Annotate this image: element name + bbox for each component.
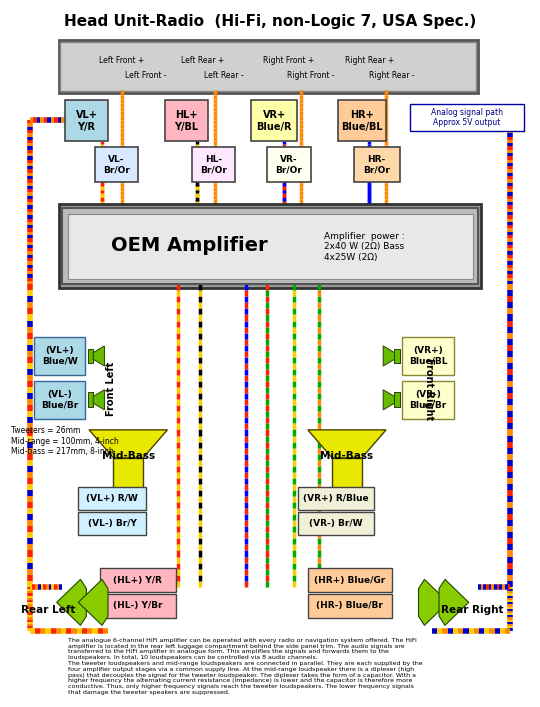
- FancyBboxPatch shape: [298, 487, 374, 510]
- Polygon shape: [383, 390, 394, 410]
- Text: VR-
Br/Or: VR- Br/Or: [275, 155, 302, 175]
- Text: Rear Left: Rear Left: [22, 605, 76, 615]
- Text: Rear Right: Rear Right: [441, 605, 504, 615]
- FancyBboxPatch shape: [402, 381, 454, 419]
- Polygon shape: [93, 390, 104, 410]
- FancyBboxPatch shape: [165, 100, 208, 141]
- Text: Right Rear -: Right Rear -: [369, 71, 414, 80]
- Text: Left Front -: Left Front -: [125, 71, 167, 80]
- Polygon shape: [418, 580, 448, 626]
- FancyBboxPatch shape: [100, 594, 176, 618]
- FancyBboxPatch shape: [298, 512, 374, 535]
- Polygon shape: [308, 430, 386, 458]
- FancyBboxPatch shape: [34, 337, 85, 375]
- Text: HL-
Br/Or: HL- Br/Or: [200, 155, 227, 175]
- Text: (VR+) R/Blue: (VR+) R/Blue: [303, 494, 369, 503]
- FancyBboxPatch shape: [65, 100, 108, 141]
- Polygon shape: [93, 346, 104, 366]
- FancyBboxPatch shape: [308, 568, 392, 592]
- Text: VL-
Br/Or: VL- Br/Or: [103, 155, 130, 175]
- Text: Front Right: Front Right: [424, 358, 434, 420]
- Polygon shape: [439, 580, 469, 626]
- FancyBboxPatch shape: [354, 147, 400, 182]
- Polygon shape: [88, 349, 93, 363]
- Text: Mid-Bass: Mid-Bass: [320, 451, 374, 462]
- Text: Left Rear +: Left Rear +: [181, 56, 224, 64]
- Polygon shape: [113, 458, 143, 500]
- Text: (VR-) Br/W: (VR-) Br/W: [309, 519, 363, 528]
- FancyBboxPatch shape: [267, 147, 310, 182]
- Text: VL+
Y/R: VL+ Y/R: [76, 110, 97, 132]
- FancyBboxPatch shape: [59, 204, 481, 288]
- Text: (VR-)
Blue/Br: (VR-) Blue/Br: [409, 390, 447, 409]
- FancyBboxPatch shape: [338, 100, 386, 141]
- Text: HR-
Br/Or: HR- Br/Or: [363, 155, 390, 175]
- Text: Right Rear +: Right Rear +: [345, 56, 395, 64]
- Text: Front Left: Front Left: [106, 362, 116, 416]
- FancyBboxPatch shape: [94, 147, 138, 182]
- Polygon shape: [88, 392, 93, 407]
- Text: The analogue 6-channel HiFi amplifier can be operated with every radio or naviga: The analogue 6-channel HiFi amplifier ca…: [68, 638, 422, 695]
- Text: Head Unit-Radio  (Hi-Fi, non-Logic 7, USA Spec.): Head Unit-Radio (Hi-Fi, non-Logic 7, USA…: [64, 13, 476, 29]
- FancyBboxPatch shape: [192, 147, 235, 182]
- Text: (HL-) Y/Br: (HL-) Y/Br: [113, 602, 163, 610]
- Text: Left Front +: Left Front +: [99, 56, 144, 64]
- FancyBboxPatch shape: [34, 381, 85, 419]
- Text: HL+
Y/BL: HL+ Y/BL: [174, 110, 198, 132]
- FancyBboxPatch shape: [251, 100, 297, 141]
- Text: Amplifier  power :
2x40 W (2Ω) Bass
4x25W (2Ω): Amplifier power : 2x40 W (2Ω) Bass 4x25W…: [324, 232, 404, 262]
- FancyBboxPatch shape: [78, 487, 146, 510]
- Text: (HR+) Blue/Gr: (HR+) Blue/Gr: [314, 576, 385, 585]
- Polygon shape: [394, 349, 400, 363]
- FancyBboxPatch shape: [100, 568, 176, 592]
- Text: (VR+)
Blue/BL: (VR+) Blue/BL: [409, 346, 447, 366]
- Text: Left Rear -: Left Rear -: [204, 71, 244, 80]
- Polygon shape: [89, 430, 167, 458]
- Text: (VL+)
Blue/W: (VL+) Blue/W: [42, 346, 78, 366]
- Polygon shape: [394, 392, 400, 407]
- FancyBboxPatch shape: [68, 214, 472, 279]
- FancyBboxPatch shape: [62, 208, 478, 284]
- Polygon shape: [57, 580, 86, 626]
- FancyBboxPatch shape: [59, 40, 478, 93]
- FancyBboxPatch shape: [60, 42, 476, 91]
- Text: (VL-)
Blue/Br: (VL-) Blue/Br: [41, 390, 78, 409]
- Polygon shape: [383, 346, 394, 366]
- Text: Tweeters = 26mm
Mid-range = 100mm, 4-inch
Mid-bass = 217mm, 8-inch: Tweeters = 26mm Mid-range = 100mm, 4-inc…: [11, 426, 119, 456]
- FancyBboxPatch shape: [78, 512, 146, 535]
- FancyBboxPatch shape: [308, 594, 392, 618]
- Text: (HR-) Blue/Br: (HR-) Blue/Br: [316, 602, 383, 610]
- Text: (VL+) R/W: (VL+) R/W: [86, 494, 138, 503]
- Text: OEM Amplifier: OEM Amplifier: [111, 236, 267, 255]
- Text: Right Front -: Right Front -: [287, 71, 334, 80]
- FancyBboxPatch shape: [402, 337, 454, 375]
- Text: Analog signal path
Approx 5V output: Analog signal path Approx 5V output: [431, 107, 503, 127]
- Polygon shape: [78, 580, 108, 626]
- Text: Right Front +: Right Front +: [264, 56, 314, 64]
- FancyBboxPatch shape: [410, 104, 524, 131]
- Text: HR+
Blue/BL: HR+ Blue/BL: [341, 110, 383, 132]
- Polygon shape: [332, 458, 362, 500]
- Text: (HL+) Y/R: (HL+) Y/R: [113, 576, 162, 585]
- Text: VR+
Blue/R: VR+ Blue/R: [256, 110, 292, 132]
- Text: Mid-Bass: Mid-Bass: [102, 451, 155, 462]
- Text: (VL-) Br/Y: (VL-) Br/Y: [87, 519, 137, 528]
